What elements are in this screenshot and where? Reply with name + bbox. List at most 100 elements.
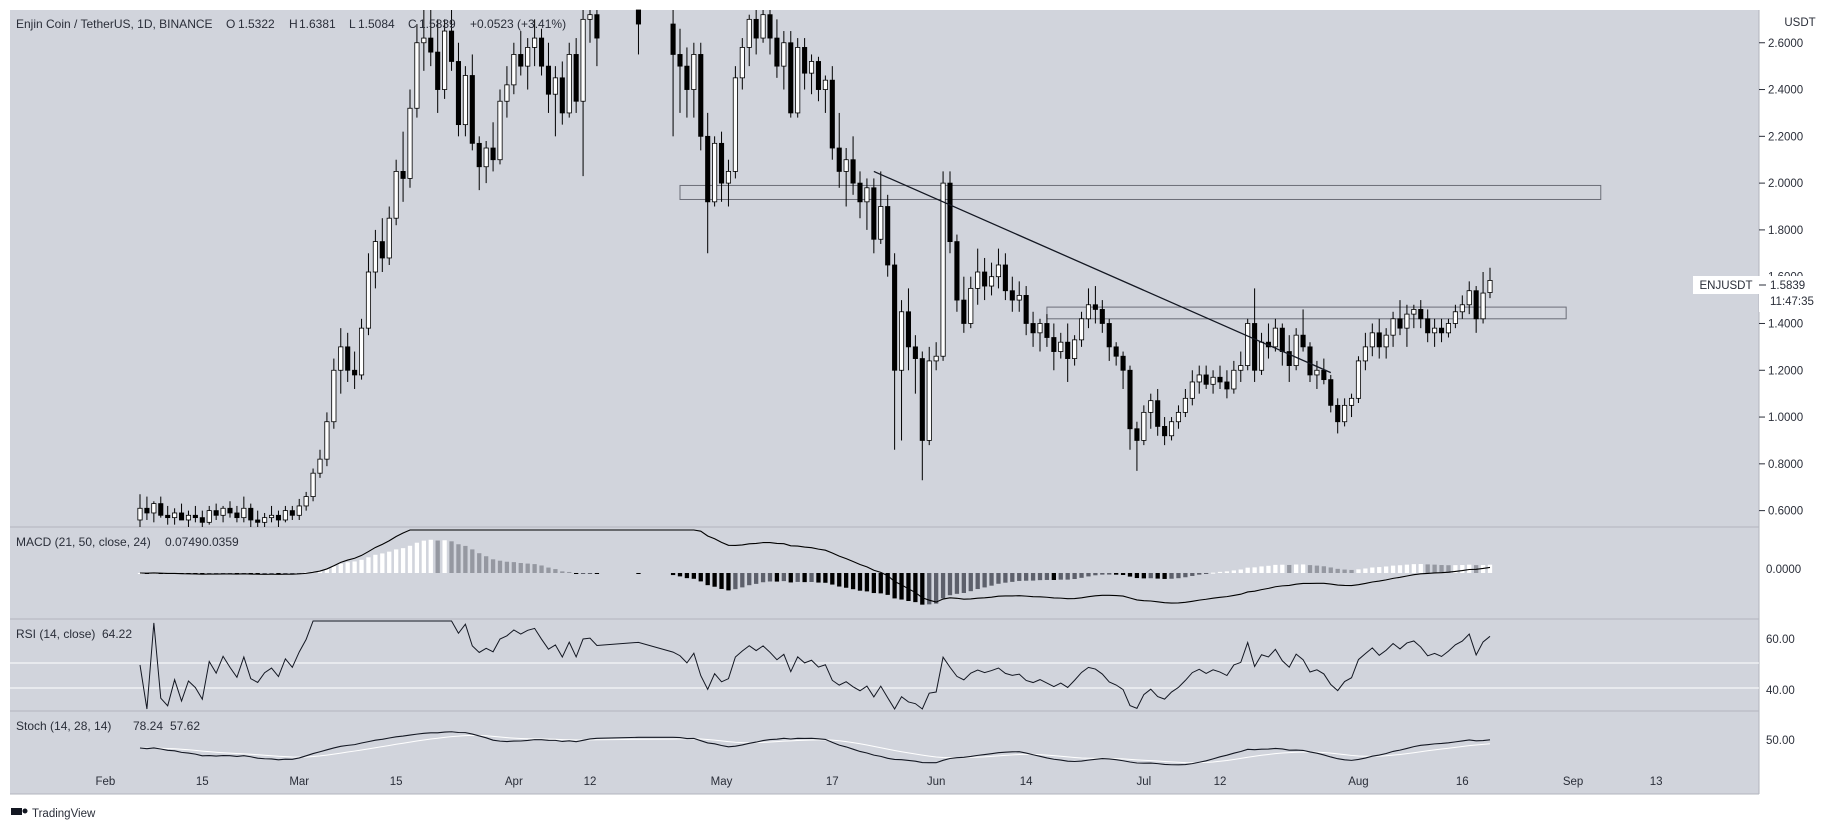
macd-histogram-bar — [269, 573, 274, 574]
candle-down — [698, 54, 704, 137]
macd-histogram-bar — [1432, 564, 1437, 573]
macd-histogram-bar — [449, 541, 454, 573]
macd-histogram-bar — [1446, 565, 1451, 573]
candle-up — [1459, 304, 1465, 313]
candle-up — [1078, 318, 1085, 341]
macd-histogram-bar — [989, 573, 994, 586]
macd-histogram-bar — [1300, 564, 1306, 573]
macd-histogram-bar — [1384, 566, 1389, 573]
candle-down — [1162, 426, 1168, 437]
macd-histogram-bar — [317, 570, 323, 573]
stoch-label: Stoch (14, 28, 14) — [16, 719, 111, 733]
macd-histogram-bar — [497, 560, 503, 573]
rsi-legend: RSI (14, close) 64.22 — [16, 627, 132, 641]
macd-histogram-bar — [1120, 573, 1126, 576]
rsi-line — [139, 620, 1491, 710]
macd-histogram-bar — [1058, 573, 1063, 580]
candle-up — [1072, 339, 1078, 359]
macd-histogram-bar — [1294, 564, 1299, 573]
macd-histogram-bar — [1141, 573, 1146, 579]
candle-down — [490, 147, 496, 161]
candle-up — [1258, 341, 1265, 371]
macd-histogram-bar — [1217, 571, 1223, 573]
macd-histogram-bar — [1487, 564, 1493, 573]
resistance-zone-upper[interactable] — [679, 184, 1602, 200]
candle-up — [864, 187, 870, 203]
macd-histogram-bar — [1190, 573, 1195, 576]
candle-down — [1155, 400, 1161, 427]
time-axis[interactable]: Feb 15 Mar 15 Apr 12 May 17 Jun 14 Jul 12 Aug 16 Sep 13 — [95, 776, 1662, 788]
price-axis-tick-label: 1.2000 — [1768, 365, 1803, 377]
candle-down — [684, 65, 690, 90]
candle-up — [372, 241, 378, 273]
candle-up — [206, 510, 212, 523]
resistance-zone-lower[interactable] — [1046, 306, 1567, 320]
candle-down — [1376, 332, 1382, 348]
macd-histogram-bar — [380, 553, 385, 573]
candle-up — [324, 421, 330, 460]
macd-histogram-bar — [913, 573, 918, 603]
candle-up — [137, 507, 143, 521]
time-axis-label: 17 — [826, 776, 839, 788]
macd-histogram-bar — [712, 573, 717, 587]
macd-indicator — [137, 529, 1493, 605]
ohlc-close-value: 1.5839 — [419, 17, 456, 31]
macd-histogram-bar — [684, 573, 690, 579]
macd-histogram-bar — [920, 573, 925, 605]
candle-down — [1106, 323, 1112, 348]
candle-down — [1002, 264, 1008, 292]
price-axis-tick-label: 1.4000 — [1768, 318, 1803, 330]
descending-trendline[interactable] — [873, 170, 1332, 374]
price-axis[interactable]: 2.60002.40002.20002.00001.80001.60001.40… — [1759, 38, 1803, 518]
macd-histogram-bar — [511, 562, 516, 573]
candle-up — [1016, 295, 1022, 301]
rsi-label: RSI (14, close) — [16, 627, 95, 641]
candle-up — [725, 171, 732, 184]
candle-up — [795, 47, 801, 114]
tradingview-branding[interactable]: TradingView — [11, 808, 96, 820]
macd-histogram-bar — [747, 573, 752, 586]
macd-histogram-bar — [788, 573, 793, 583]
candle-up — [995, 264, 1002, 278]
macd-histogram-bar — [892, 573, 897, 599]
time-axis-label: May — [711, 776, 733, 788]
macd-histogram-bar — [947, 573, 953, 596]
macd-histogram-bar — [740, 573, 745, 588]
candle-up — [968, 287, 974, 324]
macd-histogram-bar — [518, 563, 523, 573]
candle-down — [1203, 374, 1209, 385]
candle-down — [1286, 351, 1292, 366]
macd-histogram-bar — [844, 573, 849, 588]
candle-down — [871, 187, 877, 240]
macd-histogram-bar — [283, 573, 288, 574]
symbol-legend: Enjin Coin / TetherUS, 1D, BINANCE O 1.5… — [16, 17, 566, 31]
macd-histogram-bar — [359, 559, 364, 573]
macd-histogram-bar — [1231, 570, 1236, 573]
macd-histogram-bar — [373, 554, 378, 573]
macd-histogram-bar — [1252, 567, 1257, 573]
candle-down — [469, 75, 475, 144]
macd-legend: MACD (21, 50, close, 24) 0.0749 0.0359 — [16, 535, 239, 549]
macd-histogram-bar — [1439, 565, 1444, 573]
chart-area-background — [10, 10, 1759, 794]
candle-down — [199, 517, 205, 523]
candle-down — [788, 42, 794, 114]
candle-up — [1293, 334, 1299, 366]
macd-axis-tick: 0.0000 — [1766, 564, 1801, 576]
candle-up — [1168, 421, 1175, 437]
candle-up — [1480, 292, 1486, 320]
tradingview-wordmark: TradingView — [32, 808, 96, 820]
candle-up — [303, 496, 309, 507]
macd-histogram-bar — [795, 573, 800, 582]
macd-histogram-bar — [1204, 573, 1209, 574]
macd-histogram-bar — [1273, 564, 1278, 573]
macd-histogram-bar — [1024, 573, 1029, 581]
macd-histogram-bar — [864, 573, 870, 592]
macd-value-2: 0.0359 — [202, 535, 239, 549]
macd-histogram-bar — [1093, 573, 1098, 576]
price-axis-tick-label: 2.2000 — [1768, 131, 1803, 143]
macd-histogram-bar — [490, 559, 496, 573]
candle-down — [774, 37, 780, 67]
macd-histogram-bar — [400, 548, 406, 573]
macd-histogram-bar — [1411, 564, 1416, 573]
